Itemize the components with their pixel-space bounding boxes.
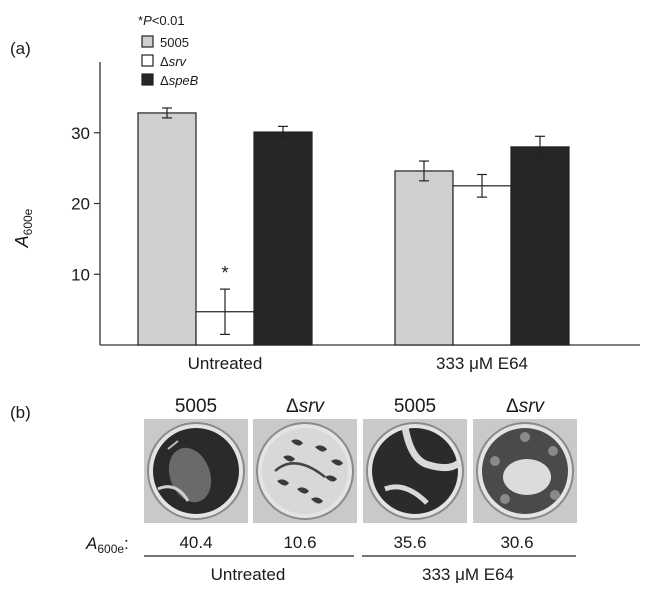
- bar-chart-plot: 10 20 30 Untreated 333 μM E64 *: [71, 62, 640, 373]
- y-tick-label: 10: [71, 265, 90, 284]
- x-tick-label: 333 μM E64: [436, 354, 528, 373]
- a600e-row-label: A600e:: [85, 534, 129, 556]
- legend-item: Δsrv: [141, 54, 188, 69]
- error-bar: [278, 125, 288, 139]
- legend-label: ΔspeB: [160, 73, 199, 88]
- significance-note: *P<0.01: [138, 13, 185, 28]
- bar: [137, 112, 197, 346]
- y-tick-label: 20: [71, 195, 90, 214]
- panel-a-label: (a): [10, 39, 31, 58]
- panel-b-label: (b): [10, 403, 31, 422]
- error-bar: [419, 160, 429, 182]
- legend-label: 5005: [160, 35, 189, 50]
- well-title: Δsrv: [506, 396, 546, 417]
- well-title: Δsrv: [286, 396, 326, 417]
- error-bar: [162, 107, 172, 119]
- legend-swatch: [141, 35, 154, 48]
- error-bar: [220, 288, 230, 335]
- legend-item: ΔspeB: [141, 73, 199, 88]
- group-label-e64: 333 μM E64: [422, 565, 514, 584]
- bar: [394, 170, 454, 346]
- well-value-3: 35.6: [393, 533, 426, 552]
- y-axis-label: A600e: [12, 208, 35, 248]
- legend-label: Δsrv: [160, 54, 188, 69]
- x-tick-label: Untreated: [188, 354, 263, 373]
- significance-star: *: [221, 263, 228, 283]
- well-image: [473, 419, 577, 523]
- well-image: [253, 419, 357, 523]
- legend-item: 5005: [141, 35, 189, 50]
- chart-legend: *P<0.01 5005 Δsrv ΔspeB: [138, 13, 199, 88]
- well-value-2: 10.6: [283, 533, 316, 552]
- well-title: 5005: [394, 396, 436, 417]
- well-values: 40.4 10.6 35.6 30.6: [179, 533, 533, 552]
- y-tick-label: 30: [71, 124, 90, 143]
- well-title: 5005: [175, 396, 217, 417]
- well-image: [144, 419, 248, 523]
- group-label-untreated: Untreated: [211, 565, 286, 584]
- legend-swatch: [141, 54, 154, 67]
- bar: [510, 146, 570, 346]
- well-value-4: 30.6: [500, 533, 533, 552]
- bar: [452, 185, 512, 346]
- bar: [253, 131, 313, 346]
- legend-swatch: [141, 73, 154, 86]
- error-bar: [477, 173, 487, 198]
- well-images: [144, 419, 577, 523]
- error-bar: [535, 135, 545, 159]
- well-image: [363, 419, 467, 523]
- well-value-1: 40.4: [179, 533, 212, 552]
